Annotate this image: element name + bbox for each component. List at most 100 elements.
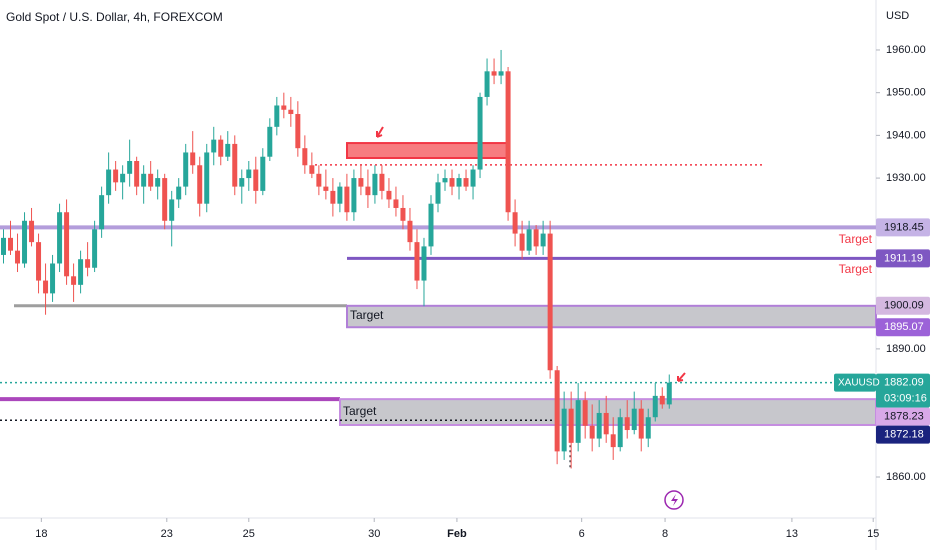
candle-body <box>337 186 343 204</box>
resistance-zone <box>346 142 509 160</box>
x-tick-label: 6 <box>579 528 585 540</box>
candle-body <box>260 156 266 191</box>
candle-body <box>162 178 168 221</box>
y-tick-label: 1860.00 <box>886 471 926 483</box>
candle-body <box>617 417 623 448</box>
candle-body <box>554 370 560 452</box>
candle-body <box>582 400 588 426</box>
x-tick-label: 8 <box>662 528 668 540</box>
candle-body <box>645 417 651 439</box>
candle-body <box>15 250 21 264</box>
candle-body <box>498 71 504 76</box>
price-label-box <box>876 407 930 426</box>
candle-body <box>421 246 427 281</box>
candle-body <box>596 412 602 439</box>
candle-body <box>561 408 567 452</box>
candle-body <box>624 417 630 431</box>
candle-body <box>155 178 161 187</box>
candle-body <box>183 152 189 187</box>
candle-body <box>512 212 518 234</box>
candle-body <box>29 220 35 243</box>
candle-body <box>169 199 175 221</box>
candle-body <box>659 395 665 405</box>
candle-body <box>610 434 616 448</box>
candle-body <box>281 105 287 110</box>
candle-body <box>71 276 77 285</box>
candle-body <box>379 173 385 191</box>
candle-body <box>400 207 406 221</box>
candle-body <box>323 186 329 191</box>
candle-body <box>57 212 63 264</box>
symbol-label: XAUUSD <box>838 377 880 388</box>
candle-body <box>113 169 119 183</box>
candle-body <box>505 71 511 213</box>
event-bolt <box>671 494 678 506</box>
price-label-box <box>876 318 930 337</box>
candle-body <box>36 242 42 281</box>
price-label-box <box>876 296 930 315</box>
candle-body <box>232 143 238 187</box>
candle-body <box>442 178 448 183</box>
candle-body <box>190 152 196 166</box>
annotation: Target <box>839 232 873 246</box>
candle-body <box>372 173 378 196</box>
candle-body <box>393 199 399 208</box>
labels: 1860.00 1890.00 1930.00 1940.00 1950.00 1960.… <box>35 44 930 540</box>
candle-body <box>176 186 182 200</box>
price-label-box <box>876 249 930 268</box>
candle-body <box>330 190 336 204</box>
candle-body <box>64 212 70 277</box>
candle-body <box>547 233 553 371</box>
candle-body <box>316 173 322 187</box>
candle-body <box>477 96 483 170</box>
candle-body <box>407 220 413 243</box>
chart-title: Gold Spot / U.S. Dollar, 4h, FOREXCOM <box>6 10 223 24</box>
candle-body <box>22 220 28 264</box>
candle-body <box>470 169 476 187</box>
candle-body <box>491 71 497 76</box>
candle-body <box>603 412 609 435</box>
candle-body <box>309 165 315 174</box>
x-tick-label: 15 <box>867 528 879 540</box>
candle-body <box>295 114 301 149</box>
candle-body <box>484 71 490 97</box>
price-label-box <box>876 218 930 237</box>
candle-body <box>519 233 525 251</box>
candle-body <box>428 203 434 247</box>
currency: USD <box>886 10 909 22</box>
candle-body <box>351 178 357 213</box>
annotation: Target <box>343 404 377 418</box>
candle-body <box>134 160 140 187</box>
candle-body <box>253 169 259 191</box>
arrow <box>677 372 686 382</box>
candle-body <box>127 160 133 174</box>
price-label: 1911.19 <box>884 252 923 264</box>
candle-body <box>540 233 546 247</box>
candle-body <box>589 425 595 439</box>
candle-body <box>463 178 469 187</box>
x-tick-label: Feb <box>447 528 467 540</box>
candle-body <box>197 165 203 204</box>
candle-body <box>526 229 532 251</box>
price-label: 1900.09 <box>884 300 924 312</box>
price-label: 1918.45 <box>884 221 924 233</box>
candle-body <box>414 242 420 281</box>
candle-body <box>652 395 658 418</box>
annotation: Target <box>350 308 384 322</box>
price-label: 1878.23 <box>884 411 924 423</box>
target-zone <box>346 304 877 329</box>
y-tick-label: 1960.00 <box>886 44 926 56</box>
candle-body <box>204 152 210 204</box>
candle-body <box>267 126 273 157</box>
price-label: 1882.09 <box>884 377 924 389</box>
candle-body <box>456 178 462 187</box>
candle-body <box>218 139 224 157</box>
candle-body <box>211 139 217 153</box>
event-icon[interactable] <box>664 490 684 510</box>
candle-body <box>246 169 252 179</box>
candle-body <box>99 195 105 230</box>
symbol-box <box>834 373 876 392</box>
x-tick-label: 25 <box>243 528 255 540</box>
price-label-box <box>876 425 930 444</box>
candle-body <box>8 237 14 251</box>
